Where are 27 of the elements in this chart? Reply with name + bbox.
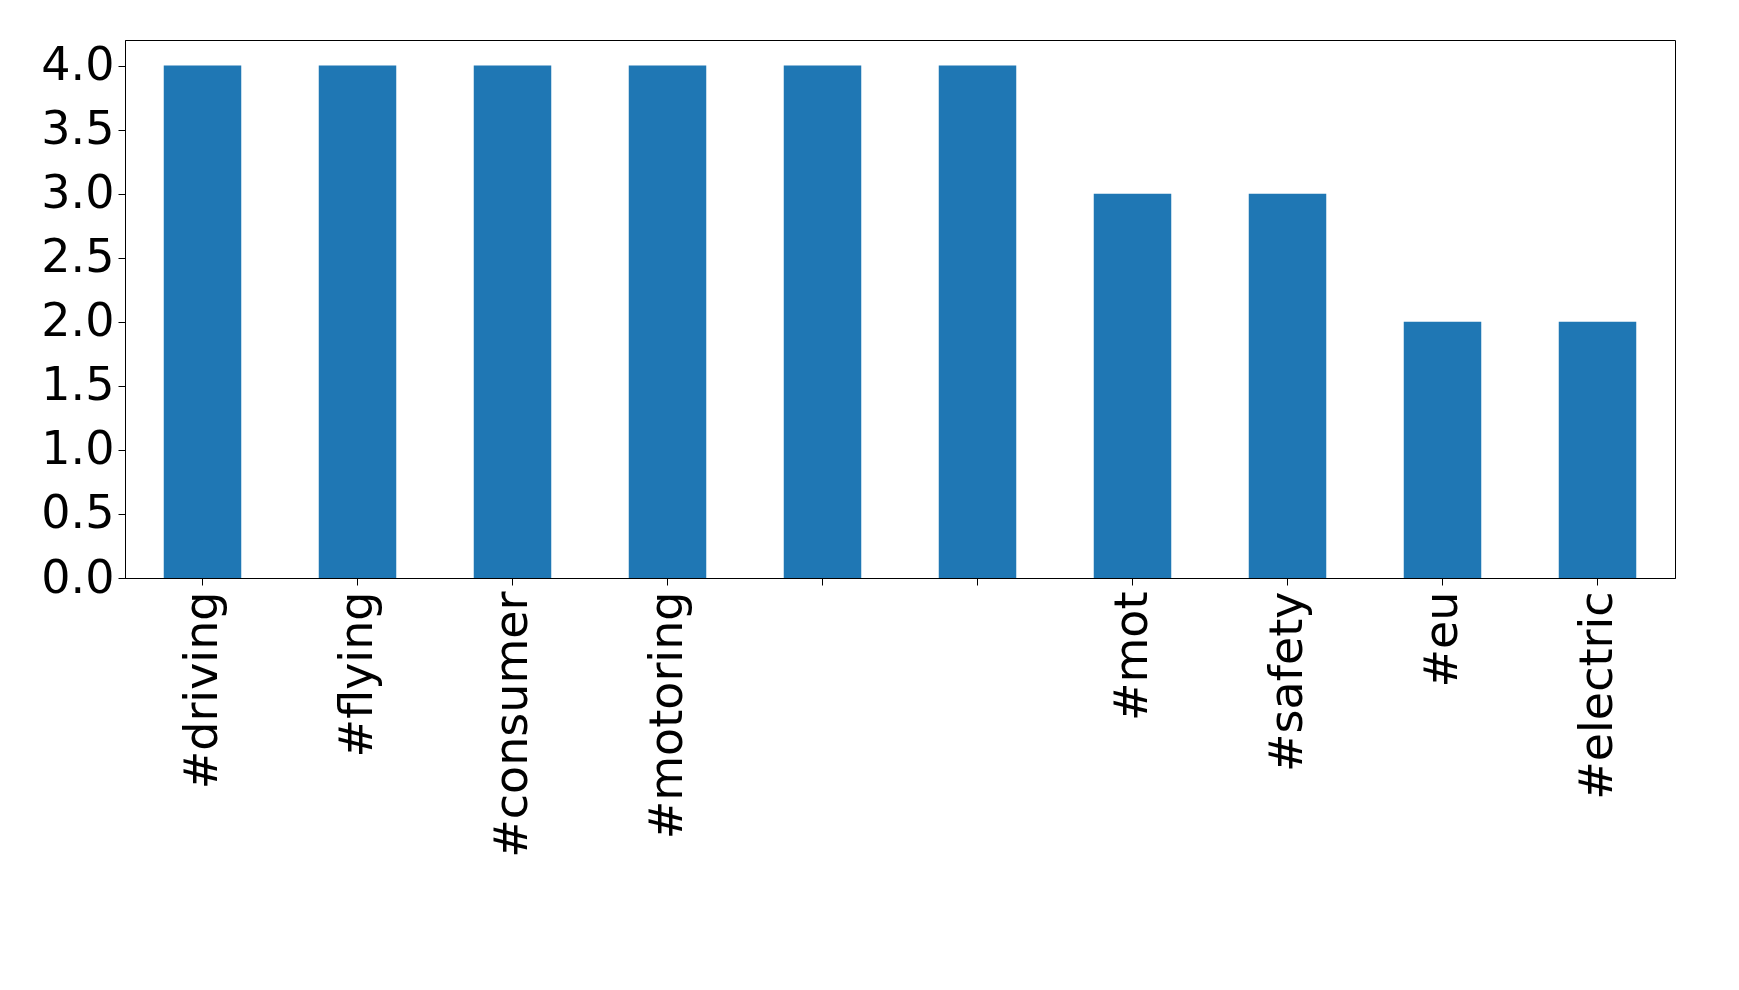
x-tick-label: #consumer xyxy=(483,591,538,858)
x-tick-label: #eu xyxy=(1413,591,1468,688)
bar xyxy=(1248,193,1327,578)
bar xyxy=(1093,193,1172,578)
x-tick-label: #safety xyxy=(1258,591,1313,772)
bar xyxy=(628,65,707,578)
bar xyxy=(473,65,552,578)
y-tick-label: 1.0 xyxy=(41,421,115,476)
y-tick-label: 1.5 xyxy=(41,357,115,412)
bar xyxy=(938,65,1017,578)
bar xyxy=(318,65,397,578)
y-tick-label: 3.5 xyxy=(41,101,115,156)
y-tick-label: 0.0 xyxy=(41,549,115,604)
bar xyxy=(163,65,242,578)
y-tick-label: 2.0 xyxy=(41,293,115,348)
y-tick-label: 0.5 xyxy=(41,485,115,540)
x-tick-label: #flying xyxy=(328,591,383,758)
bar xyxy=(1558,321,1637,578)
x-tick-label: #mot xyxy=(1103,591,1158,722)
y-tick-label: 2.5 xyxy=(41,229,115,284)
bar xyxy=(1403,321,1482,578)
x-tick-label: #electric xyxy=(1568,591,1623,800)
y-tick-label: 3.0 xyxy=(41,165,115,220)
x-tick-label: #motoring xyxy=(638,591,693,840)
y-tick-label: 4.0 xyxy=(41,37,115,92)
x-tick-label: #driving xyxy=(173,591,228,790)
bar xyxy=(783,65,862,578)
